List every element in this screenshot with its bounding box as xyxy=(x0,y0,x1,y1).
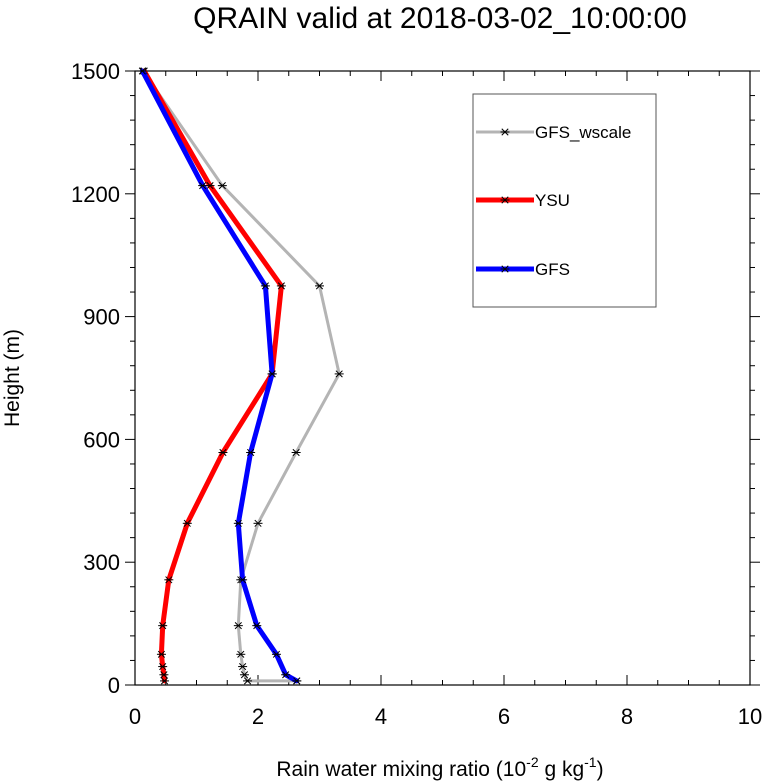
data-point-gfs xyxy=(137,67,147,75)
marker-stroke xyxy=(234,622,242,630)
data-point-gfs xyxy=(246,448,256,457)
x-tick-label: 4 xyxy=(375,704,387,729)
data-point-ysu xyxy=(158,622,168,630)
data-point-gfs xyxy=(233,519,243,527)
marker-stroke xyxy=(234,519,242,527)
data-point-gfs-wscale xyxy=(217,182,227,190)
x-tick-label: 10 xyxy=(738,704,762,729)
marker-stroke xyxy=(199,182,207,190)
data-point-gfs-wscale xyxy=(233,622,243,630)
marker-stroke xyxy=(501,265,509,273)
y-tick-label: 1500 xyxy=(71,59,120,84)
data-point-gfs-wscale xyxy=(291,448,301,457)
marker-stroke xyxy=(277,282,285,290)
data-point-gfs-wscale xyxy=(253,519,263,527)
marker-stroke xyxy=(157,650,166,658)
series-line-gfs-wscale xyxy=(141,69,341,683)
marker-stroke xyxy=(335,370,343,378)
data-point-gfs xyxy=(271,650,281,658)
marker-stroke xyxy=(292,448,300,457)
marker-stroke xyxy=(261,282,269,290)
marker-stroke xyxy=(268,370,276,378)
chart-title: QRAIN valid at 2018-03-02_10:00:00 xyxy=(193,2,687,35)
data-point-gfs-wscale xyxy=(243,677,253,685)
marker-stroke xyxy=(219,448,227,457)
marker-stroke xyxy=(293,677,301,685)
y-tick-label: 600 xyxy=(83,427,120,452)
marker-stroke xyxy=(243,677,252,685)
plot-frame xyxy=(134,70,751,686)
data-point-gfs xyxy=(198,182,208,190)
data-point-gfs xyxy=(292,677,302,685)
series-gfs xyxy=(137,67,302,685)
marker-stroke xyxy=(218,182,226,190)
data-point-gfs xyxy=(252,622,262,630)
marker-stroke xyxy=(240,671,249,679)
marker-stroke xyxy=(206,182,214,190)
y-tick-label: 300 xyxy=(83,550,120,575)
y-tick-label: 1200 xyxy=(71,182,120,207)
x-tick-label: 6 xyxy=(498,704,510,729)
x-axis-label: Rain water mixing ratio (10-2 g kg-1) xyxy=(276,754,603,781)
marker-stroke xyxy=(239,662,247,671)
legend: GFS_wscale YSU GFS xyxy=(476,123,631,279)
legend-marker-gfs-wscale xyxy=(500,128,510,136)
marker-stroke xyxy=(253,622,261,630)
marker-stroke xyxy=(272,650,281,658)
data-point-gfs-wscale xyxy=(238,662,248,671)
marker-stroke xyxy=(160,671,168,679)
marker-stroke xyxy=(159,662,167,671)
marker-stroke xyxy=(501,196,509,204)
data-point-ysu xyxy=(158,662,168,671)
data-point-ysu xyxy=(164,576,174,584)
marker-stroke xyxy=(165,576,173,584)
marker-stroke xyxy=(159,622,167,630)
data-point-ysu xyxy=(159,671,169,679)
data-point-gfs xyxy=(260,282,270,290)
marker-stroke xyxy=(254,519,262,527)
series-line-ysu xyxy=(141,68,284,684)
data-point-gfs-wscale xyxy=(315,282,324,290)
marker-stroke xyxy=(501,128,509,136)
y-axis-label: Height (m) xyxy=(1,329,24,427)
axis-ticks: 0 2 4 6 8 10 0 300 600 900 1200 1500 xyxy=(71,59,762,729)
data-point-ysu xyxy=(218,448,228,457)
data-point-ysu xyxy=(276,282,286,290)
series-ysu xyxy=(139,67,286,685)
x-tick-label: 0 xyxy=(129,704,141,729)
y-tick-label: 0 xyxy=(108,673,120,698)
data-point-gfs xyxy=(238,576,248,584)
y-tick-label: 900 xyxy=(83,305,120,330)
x-tick-label: 2 xyxy=(252,704,264,729)
series-layer xyxy=(137,67,344,685)
marker-stroke xyxy=(160,677,169,685)
marker-stroke xyxy=(247,448,255,457)
marker-stroke xyxy=(237,650,245,658)
data-point-ysu xyxy=(156,650,166,658)
legend-marker-ysu xyxy=(500,196,510,204)
data-point-gfs xyxy=(281,671,291,679)
legend-label-ysu: YSU xyxy=(535,191,570,210)
marker-stroke xyxy=(315,282,324,290)
data-point-gfs-wscale xyxy=(236,650,246,658)
legend-label-gfs-wscale: GFS_wscale xyxy=(535,123,631,142)
x-tick-label: 8 xyxy=(621,704,633,729)
marker-stroke xyxy=(183,519,191,527)
data-point-ysu xyxy=(160,677,170,685)
marker-stroke xyxy=(138,67,146,75)
legend-marker-gfs xyxy=(500,265,510,273)
legend-label-gfs: GFS xyxy=(535,260,570,279)
data-point-ysu xyxy=(182,519,192,527)
data-point-gfs-wscale xyxy=(334,370,344,378)
data-point-gfs-wscale xyxy=(239,671,249,679)
marker-stroke xyxy=(282,671,290,679)
data-point-gfs xyxy=(267,370,277,378)
marker-stroke xyxy=(239,576,247,584)
